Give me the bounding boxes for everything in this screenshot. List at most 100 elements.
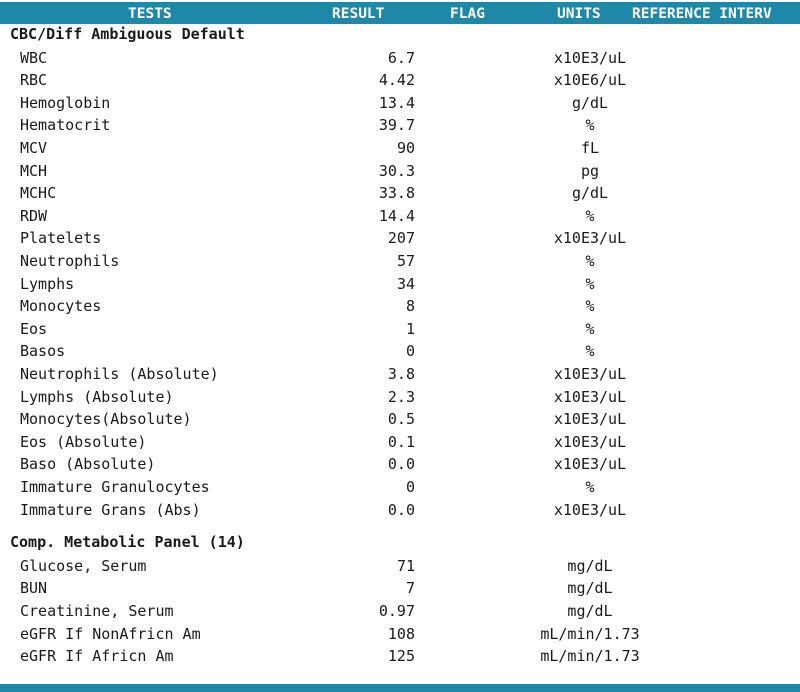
test-unit: % <box>585 274 595 293</box>
test-result: 6.7 <box>387 48 415 67</box>
test-name: Lymphs <box>20 274 75 293</box>
table-row: Monocytes 8% <box>0 296 800 318</box>
header-units: UNITS <box>557 6 601 22</box>
table-row: MCV90fL79-97 <box>0 138 800 160</box>
test-name: Hematocrit <box>20 116 111 135</box>
test-result: 108 <box>387 624 415 643</box>
test-name: MCV <box>20 139 48 157</box>
test-result: 7 <box>405 579 415 598</box>
test-unit: x10E3/uL <box>553 410 627 429</box>
header-reference: REFERENCE INTERV <box>632 6 772 22</box>
test-name: MCH <box>20 161 48 180</box>
test-unit: g/dL <box>571 184 609 203</box>
test-result: 13.4 <box>378 93 415 112</box>
test-name: Hemoglobin <box>20 93 111 112</box>
test-unit: g/dL <box>571 93 609 112</box>
test-result: 207 <box>387 229 415 248</box>
table-row: Neutrophils 57% <box>0 251 800 273</box>
test-unit: mg/dL <box>567 579 613 598</box>
test-result: 57 <box>396 252 415 270</box>
test-result: 39.7 <box>378 116 415 135</box>
test-unit: x10E3/uL <box>553 432 627 451</box>
test-name: MCHC <box>20 184 57 203</box>
test-result: 0.1 <box>387 432 415 451</box>
header-tests: TESTS <box>128 6 172 22</box>
test-result: 14.4 <box>378 206 415 225</box>
test-name: Creatinine, Serum <box>20 602 174 620</box>
test-result: 0.0 <box>387 455 415 474</box>
test-result: 1 <box>405 319 415 338</box>
test-name: RBC <box>20 71 48 90</box>
test-result: 0.5 <box>387 410 415 429</box>
test-result: 30.3 <box>378 161 415 180</box>
test-unit: pg <box>580 161 600 180</box>
test-unit: x10E3/uL <box>553 229 627 248</box>
test-name: Immature Grans (Abs) <box>20 500 201 519</box>
test-name: Monocytes(Absolute) <box>20 410 192 429</box>
table-row: Immature Granulocytes 0% <box>0 477 800 499</box>
test-result: 0.97 <box>378 602 415 620</box>
test-result: 8 <box>405 297 415 316</box>
test-name: Neutrophils <box>20 252 120 270</box>
test-unit: x10E3/uL <box>553 48 627 67</box>
test-name: Eos <box>20 319 48 338</box>
test-unit: % <box>585 252 595 270</box>
header-flag: FLAG <box>450 6 485 22</box>
test-unit: x10E3/uL <box>553 387 627 406</box>
test-name: Baso (Absolute) <box>20 455 156 474</box>
test-result: 0 <box>405 342 415 361</box>
test-unit: mL/min/1.73 <box>540 624 640 643</box>
test-name: eGFR If Africn Am <box>20 647 174 666</box>
test-name: eGFR If NonAfricn Am <box>20 624 201 643</box>
test-result: 0 <box>405 478 415 496</box>
test-unit: % <box>585 342 595 361</box>
test-name: Glucose, Serum <box>20 556 147 575</box>
section-title: CBC/Diff Ambiguous Default <box>10 25 245 43</box>
test-name: Monocytes <box>20 297 102 316</box>
test-result: 33.8 <box>378 184 415 203</box>
test-unit: % <box>585 319 595 338</box>
test-result: 90 <box>396 139 415 157</box>
test-name: WBC <box>20 48 48 67</box>
test-name: Immature Granulocytes <box>20 478 210 496</box>
table-row: Eos 1% <box>0 319 800 341</box>
test-unit: % <box>585 478 595 496</box>
test-result: 2.3 <box>387 387 415 406</box>
test-name: RDW <box>20 206 48 225</box>
test-unit: x10E3/uL <box>553 455 627 474</box>
test-name: Lymphs (Absolute) <box>20 387 174 406</box>
test-result: 4.42 <box>378 71 415 90</box>
test-name: Basos <box>20 342 66 361</box>
test-result: 3.8 <box>387 365 415 383</box>
table-row: Lymphs 34% <box>0 274 800 296</box>
test-unit: % <box>585 206 595 225</box>
section-title: Comp. Metabolic Panel (14) <box>10 533 245 552</box>
test-unit: fL <box>580 139 600 157</box>
header-result: RESULT <box>332 6 385 22</box>
test-name: Eos (Absolute) <box>20 432 147 451</box>
footer-bar <box>0 684 800 692</box>
test-unit: % <box>585 116 595 135</box>
table-header: TESTS RESULT FLAG UNITS REFERENCE INTERV <box>0 2 800 24</box>
test-unit: % <box>585 297 595 316</box>
test-unit: x10E6/uL <box>553 71 627 90</box>
test-result: 34 <box>396 274 415 293</box>
